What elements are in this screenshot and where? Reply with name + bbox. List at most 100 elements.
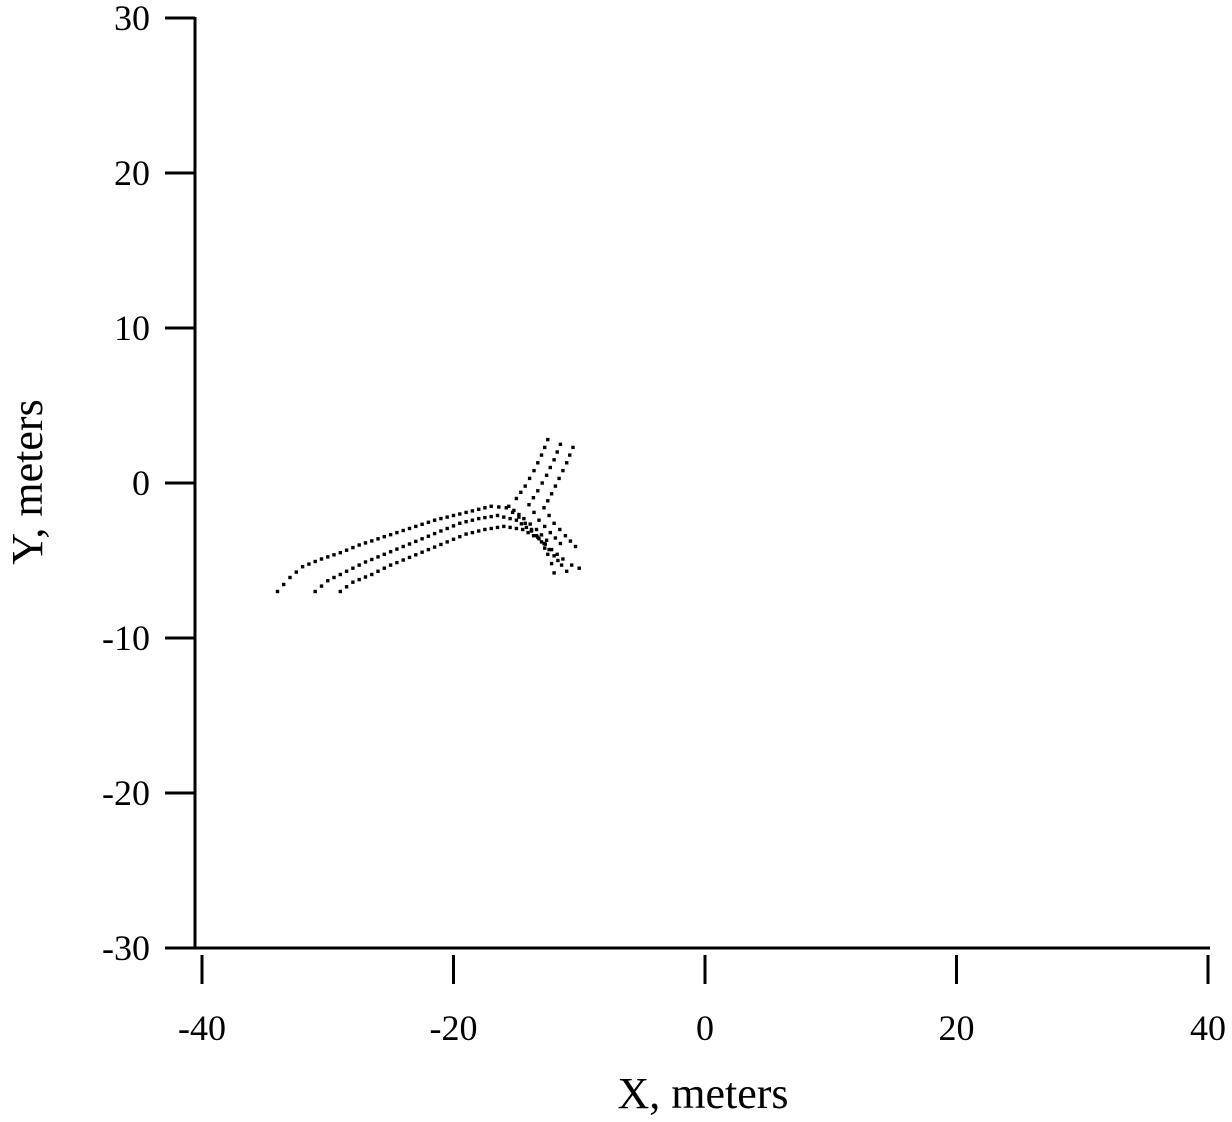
data-point [382,566,386,570]
y-tick-label: -20 [102,773,150,813]
data-point [370,557,374,562]
data-point [495,525,500,530]
data-point [344,585,349,589]
data-point [558,442,563,446]
data-point [540,481,544,485]
data-point [568,539,573,543]
data-point [548,465,552,470]
data-point [571,445,575,450]
data-point [552,554,556,558]
data-point [502,524,506,529]
x-tick-label: 40 [1190,1008,1226,1048]
data-point [338,551,342,555]
data-point [546,552,550,556]
data-point [527,476,532,481]
data-point [507,504,511,508]
data-point [376,537,380,541]
data-point [514,526,519,531]
data-point [326,555,330,559]
y-tick-label: 10 [114,308,150,348]
data-point [432,531,437,536]
data-point [451,537,456,541]
data-point [543,524,547,529]
data-point [332,553,336,557]
data-point [524,525,529,530]
data-point [388,563,393,567]
data-point [351,545,355,550]
data-point [547,547,551,552]
data-point [439,516,443,521]
data-point [556,558,560,563]
data-point [451,513,456,518]
data-point [546,499,550,503]
data-point [382,552,386,556]
x-ticks: -40 -20 0 20 40 [178,955,1226,1048]
data-point [561,468,565,473]
data-point [508,525,512,530]
data-point [319,584,324,588]
data-point [552,571,556,575]
data-point [519,522,524,526]
data-point [539,540,544,544]
data-point [495,513,500,518]
data-point [521,527,525,532]
data-point [555,552,559,556]
data-point [570,563,574,567]
data-point [407,526,412,531]
data-point [363,575,368,579]
data-point [514,496,519,501]
data-point [351,580,355,584]
data-point [527,503,531,507]
data-point [526,530,530,535]
data-point [344,548,349,552]
x-tick-label: 20 [939,1008,975,1048]
data-points [275,437,581,594]
data-point [553,484,558,488]
data-point [420,550,424,554]
data-point [558,541,563,546]
data-point [458,512,462,516]
data-point [357,563,361,567]
data-point [338,572,342,577]
data-point [573,544,578,549]
data-point [544,473,549,477]
data-point [543,445,547,450]
data-point [332,575,336,580]
data-point [458,535,462,539]
data-point [502,515,506,519]
data-point [534,527,539,532]
data-point [370,539,374,543]
data-point [414,539,418,544]
y-ticks: -30 -20 -10 0 10 20 30 [102,0,195,968]
data-point [282,582,286,587]
data-point [458,521,462,525]
data-point [464,510,468,515]
data-point [512,508,516,513]
data-point [388,533,393,537]
data-point [528,522,532,526]
y-tick-label: 30 [114,0,150,38]
data-point [531,496,536,500]
data-point [517,515,521,519]
data-point [370,572,374,577]
axes [193,17,1210,950]
data-point [542,506,546,510]
data-point [563,534,568,538]
data-point [351,566,355,570]
data-point [549,547,554,552]
data-point [523,484,527,488]
data-point [426,534,431,538]
data-point [552,458,556,462]
data-point [357,543,361,547]
data-point [553,536,558,540]
data-point [401,558,405,562]
data-point [426,547,431,552]
data-point [539,453,544,457]
data-point [464,520,468,524]
data-point [537,518,541,522]
data-point [313,589,317,594]
data-point [549,492,554,496]
data-point [561,557,565,561]
data-point [547,513,551,518]
